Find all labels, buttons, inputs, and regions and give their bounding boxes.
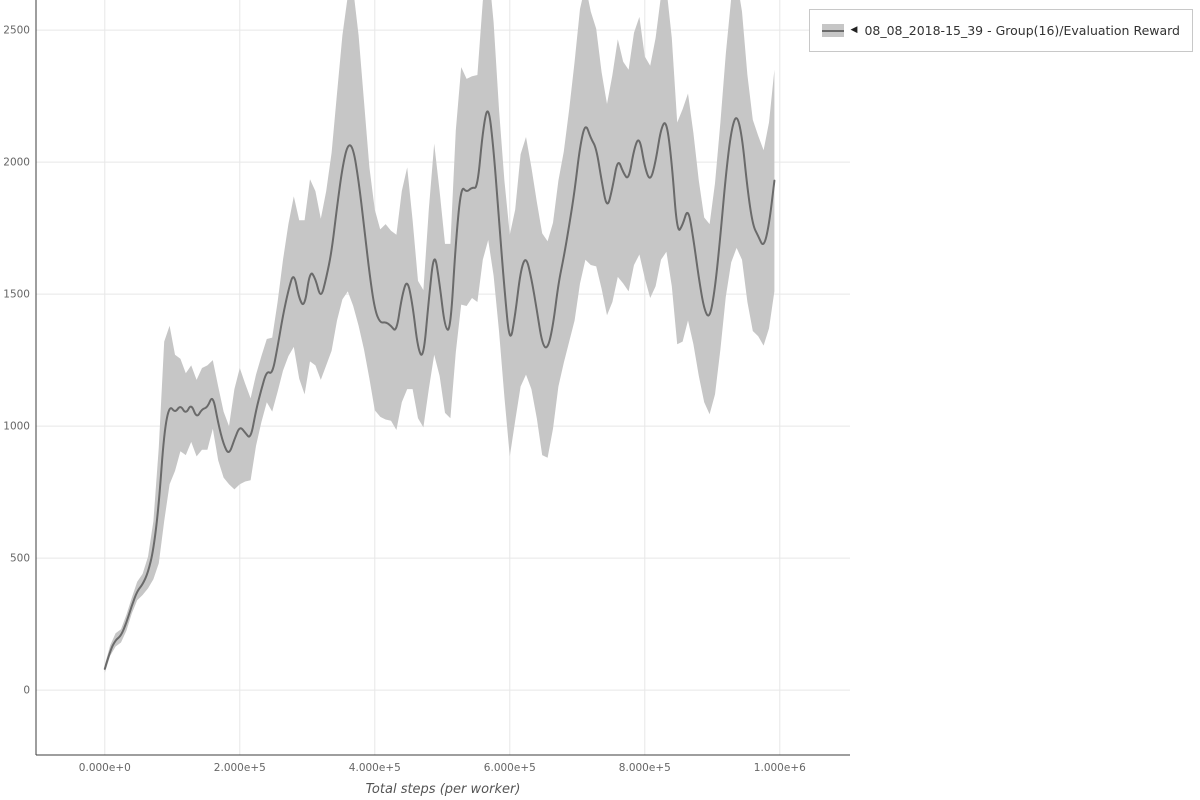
legend[interactable]: ◀ 08_08_2018-15_39 - Group(16)/Evaluatio…	[808, 9, 1193, 52]
svg-text:500: 500	[10, 553, 30, 565]
legend-band-line-swatch	[821, 24, 844, 37]
svg-text:0: 0	[23, 685, 30, 697]
legend-collapse-icon[interactable]: ◀	[850, 25, 858, 35]
svg-text:1000: 1000	[3, 421, 30, 433]
x-axis-title: Total steps (per worker)	[366, 782, 521, 797]
x-tick-labels: 0.000e+0 2.000e+5 4.000e+5 6.000e+5 8.000e+5…	[79, 762, 806, 774]
y-tick-labels: 0 500 1000 1500 2000 2500	[3, 25, 30, 697]
legend-line-mark	[821, 29, 844, 32]
svg-text:1.000e+6: 1.000e+6	[754, 762, 806, 774]
svg-text:2500: 2500	[3, 25, 30, 37]
svg-text:6.000e+5: 6.000e+5	[484, 762, 536, 774]
axes	[35, 0, 850, 756]
svg-text:0.000e+0: 0.000e+0	[79, 762, 131, 774]
svg-text:4.000e+5: 4.000e+5	[349, 762, 401, 774]
svg-text:8.000e+5: 8.000e+5	[619, 762, 671, 774]
legend-series-label[interactable]: 08_08_2018-15_39 - Group(16)/Evaluation …	[864, 23, 1180, 38]
svg-text:1500: 1500	[3, 289, 30, 301]
series-band	[104, 0, 775, 673]
series-mean-line[interactable]	[103, 110, 776, 670]
svg-text:2000: 2000	[3, 157, 30, 169]
svg-text:2.000e+5: 2.000e+5	[214, 762, 266, 774]
